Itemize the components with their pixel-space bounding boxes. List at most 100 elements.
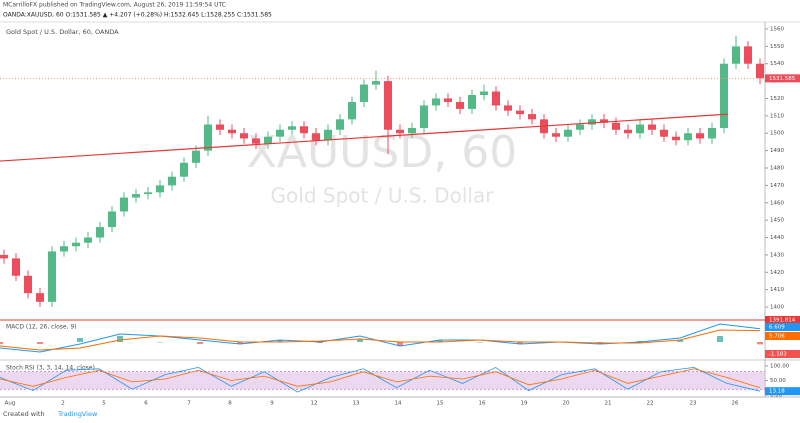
x-tick-label: 7 <box>187 401 191 407</box>
value-tag <box>765 387 800 396</box>
macd-histogram-bar <box>517 342 523 344</box>
candle-body <box>552 133 560 137</box>
macd-histogram-bar <box>37 342 43 344</box>
x-tick-label: 2 <box>61 401 65 407</box>
candle-body <box>612 122 620 130</box>
candle-body <box>156 185 164 193</box>
macd-histogram-bar <box>437 340 443 342</box>
candle-body <box>264 136 272 144</box>
footer: Created with <box>3 410 45 418</box>
candle-body <box>456 101 464 109</box>
x-tick-label: 20 <box>563 401 570 407</box>
value-tag-label: 5.706 <box>769 334 785 340</box>
x-tick-label: 21 <box>605 401 612 407</box>
y-tick-label: 1500 <box>770 131 784 137</box>
value-tag-label: 6.609 <box>769 325 785 331</box>
candle-body <box>216 124 224 130</box>
macd-line <box>0 329 761 351</box>
candle-body <box>708 128 716 139</box>
x-tick-label: 8 <box>228 401 232 407</box>
candle-body <box>204 124 212 151</box>
candle-body <box>252 138 260 144</box>
symbol-line: OANDA:XAUUSD, 60 O:1531.585 ▲ +4.207 (+0… <box>3 12 272 19</box>
macd-histogram-bar <box>717 336 723 342</box>
stoch-band <box>0 371 765 390</box>
y-tick-label: 1480 <box>770 166 784 172</box>
macd-histogram-bar <box>757 342 763 345</box>
level-label: 1391.814 <box>769 318 796 324</box>
macd-title: MACD (12, 26, close, 9) <box>6 324 77 331</box>
candle-body <box>684 133 692 141</box>
candle-body <box>312 133 320 141</box>
candle-body <box>24 275 32 294</box>
candle-body <box>48 251 56 302</box>
value-tag <box>765 323 800 331</box>
x-tick-label: 22 <box>647 401 654 407</box>
stoch-title: Stoch RSI (3, 3, 14, 14, close) <box>6 365 95 372</box>
candle-body <box>588 119 596 125</box>
macd-histogram-bar <box>197 342 203 344</box>
x-tick-label: 12 <box>311 401 318 407</box>
level-tag <box>765 316 800 324</box>
candle-body <box>36 293 44 302</box>
x-tick-label: 16 <box>479 401 486 407</box>
candle-body <box>744 46 752 64</box>
candle-body <box>384 81 392 130</box>
candle-body <box>72 242 80 247</box>
candle-body <box>372 81 380 85</box>
macd-histogram-bar <box>117 336 123 342</box>
publisher: MCarrilloFX published on TradingView.com… <box>3 2 226 9</box>
candle-body <box>696 133 704 139</box>
candle-body <box>276 129 284 137</box>
candle-body <box>504 105 512 111</box>
macd-histogram-bar <box>157 342 163 343</box>
macd-histogram-bar <box>397 342 403 346</box>
candle-body <box>180 162 188 177</box>
legend: Gold Spot / U.S. Dollar, 60, OANDA <box>6 28 119 36</box>
macd-histogram-bar <box>677 340 683 342</box>
candle-body <box>636 124 644 134</box>
watermark: XAUUSD, 60 <box>247 127 517 178</box>
candle-body <box>324 129 332 141</box>
macd-histogram-bar <box>477 342 483 343</box>
candle-body <box>492 91 500 106</box>
candle-body <box>12 258 20 276</box>
y-tick-label: 1440 <box>770 235 784 241</box>
x-tick-label: 14 <box>395 401 402 407</box>
stoch-line <box>0 366 761 393</box>
value-tag <box>765 350 800 358</box>
candle-body <box>564 129 572 137</box>
y-tick-label: 50.00 <box>770 378 786 384</box>
candle-body <box>288 126 296 130</box>
candle-body <box>672 136 680 141</box>
value-tag-label: 13.18 <box>769 389 785 395</box>
candle-body <box>84 237 92 243</box>
y-tick-label: 1520 <box>770 96 784 102</box>
candle-body <box>420 105 428 129</box>
x-tick-label: 19 <box>521 401 528 407</box>
value-tag-label: -1.183 <box>769 352 787 358</box>
footer-brand[interactable]: TradingView <box>57 410 98 418</box>
candle-body <box>468 95 476 109</box>
macd-histogram-bar <box>357 339 363 342</box>
candle-body <box>444 98 452 102</box>
stoch-line <box>0 368 761 389</box>
candle-body <box>120 197 128 212</box>
candle-body <box>96 227 104 238</box>
candle-body <box>756 63 764 79</box>
x-tick-label: Aug <box>5 401 16 407</box>
y-tick-label: 1490 <box>770 148 784 154</box>
macd-histogram-bar <box>277 340 283 342</box>
candle-body <box>600 119 608 123</box>
y-tick-label: 0.00 <box>770 393 783 399</box>
price-tag <box>765 74 800 83</box>
y-tick-label: 1550 <box>770 44 784 50</box>
value-tag <box>765 332 800 340</box>
candle-body <box>648 124 656 130</box>
candle-body <box>528 114 536 120</box>
candle-body <box>624 129 632 134</box>
x-tick-label: 5 <box>102 401 106 407</box>
candle-body <box>576 124 584 130</box>
